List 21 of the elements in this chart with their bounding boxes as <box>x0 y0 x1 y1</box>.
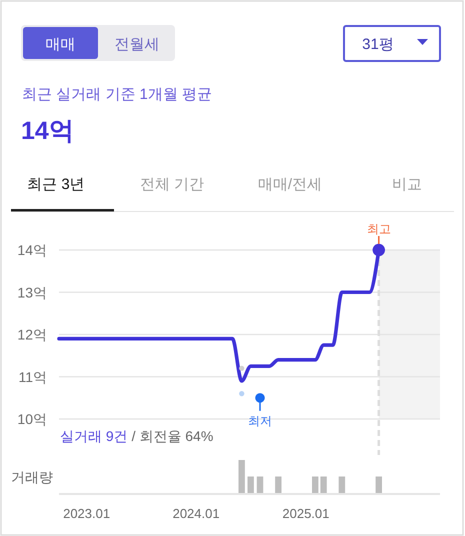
title: 14억 <box>21 117 74 145</box>
tab-label: 전체 기간 <box>140 176 204 193</box>
y-tick-label: 12억 <box>17 326 47 342</box>
toggle-label: 전월세 <box>114 36 160 53</box>
annotation: 최저 <box>248 414 272 428</box>
tab-label: 비교 <box>392 176 422 193</box>
y-tick-label: 11억 <box>18 368 47 385</box>
y-tick-label: 14억 <box>17 242 47 258</box>
annotation: 최고 <box>366 222 391 236</box>
toggle-label-selected: 매매 <box>46 36 76 53</box>
subtitle: 최근 실거래 기준 1개월 평균 <box>22 86 212 103</box>
x-tick-label: 2024.01 <box>172 506 220 521</box>
y-axis-title: 거래량 <box>11 469 53 485</box>
x-tick-label: 2023.01 <box>63 506 110 521</box>
dropdown-label: 31평 <box>362 36 394 53</box>
tab-label-selected: 최근 3년 <box>27 176 85 193</box>
y-tick-label: 13억 <box>17 284 47 300</box>
tab-label: 매매/전세 <box>258 176 322 193</box>
x-tick-label: 2025.01 <box>282 506 330 521</box>
annotation: 실거래 9건 / 회전율 64% <box>60 428 214 444</box>
y-tick-label: 10억 <box>17 411 47 427</box>
